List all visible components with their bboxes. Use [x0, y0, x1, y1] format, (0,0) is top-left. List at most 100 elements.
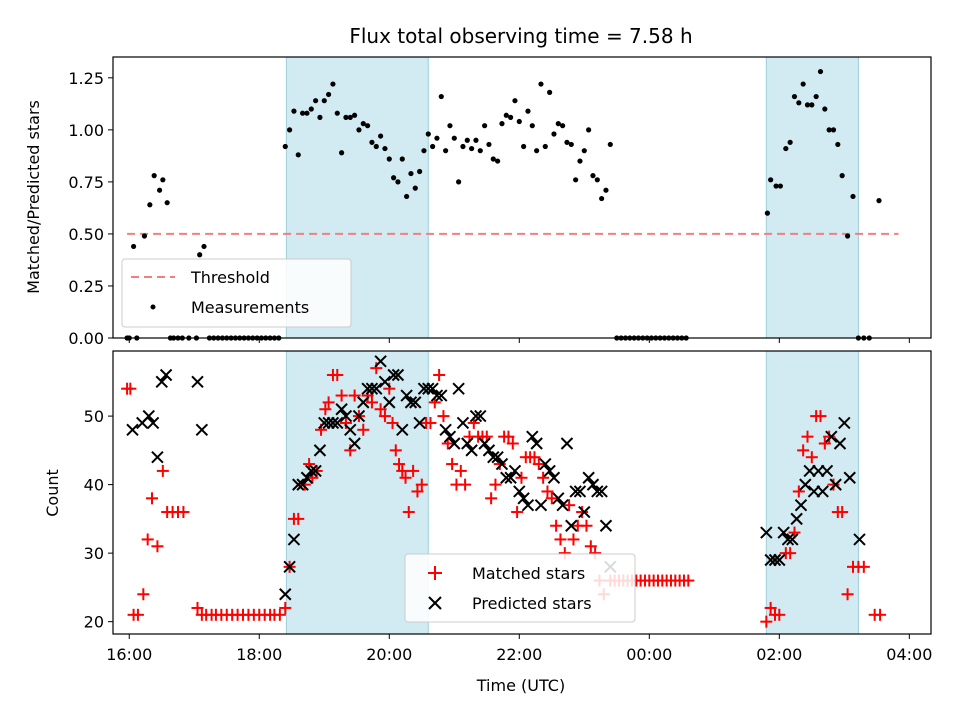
measurement-point — [287, 127, 293, 133]
measurement-point — [850, 193, 856, 200]
bottom-legend: Matched stars Predicted stars — [404, 553, 636, 623]
measurement-point — [521, 143, 527, 150]
y-tick-label: 30 — [84, 544, 104, 563]
predicted-star-point — [530, 437, 543, 450]
predicted-star-point — [348, 437, 361, 450]
bottom-plot-frame — [112, 350, 932, 635]
measurement-point — [590, 173, 596, 179]
matched-star-point — [322, 396, 335, 409]
matched-star-point — [402, 506, 415, 519]
matched-star-point — [489, 478, 502, 491]
measurement-point — [555, 121, 561, 127]
matched-star-point — [511, 506, 524, 519]
measurement-point — [356, 127, 362, 133]
measurement-point — [141, 233, 148, 239]
matched-star-point — [331, 368, 344, 381]
matched-star-point — [454, 464, 467, 477]
matched-star-point — [502, 430, 515, 443]
predicted-star-point — [768, 553, 782, 567]
predicted-star-point — [326, 416, 340, 430]
matched-star-point — [437, 410, 450, 423]
legend-threshold-label: Threshold — [190, 268, 270, 287]
bottom-y-axis-ticks: 20 30 40 50 — [84, 407, 113, 632]
matched-stars-points — [121, 362, 887, 628]
measurement-point — [395, 179, 401, 185]
predicted-star-point — [547, 471, 561, 484]
predicted-star-point — [365, 382, 379, 395]
y-tick-label: 0.25 — [68, 277, 104, 296]
x-tick-label: 02:00 — [756, 645, 802, 664]
measurement-point — [564, 139, 570, 145]
matched-star-point — [554, 533, 567, 546]
measurement-point — [826, 127, 832, 133]
measurement-point — [817, 68, 824, 75]
predicted-star-point — [794, 498, 808, 512]
predicted-star-point — [309, 464, 322, 478]
matched-star-point — [805, 451, 818, 464]
predicted-star-point — [155, 375, 168, 389]
matched-star-point — [841, 588, 854, 601]
measurement-point — [308, 106, 314, 112]
measurement-point — [876, 198, 882, 204]
matched-star-point — [576, 506, 589, 519]
bottom-y-axis-label: Count — [43, 469, 62, 517]
bottom-panel: 20 30 40 50 16:00 18:00 20:00 22:00 00:00 02:00 0… — [43, 350, 932, 695]
measurement-point — [534, 148, 540, 154]
predicted-star-point — [838, 416, 851, 430]
predicted-star-point — [344, 423, 357, 437]
matched-star-point — [131, 608, 144, 621]
legend-matched-label: Matched stars — [472, 564, 585, 583]
measurement-point — [503, 112, 509, 118]
matched-star-point — [389, 444, 402, 457]
matched-star-point — [357, 423, 370, 436]
matched-star-point — [344, 444, 357, 457]
matched-star-point — [545, 492, 558, 505]
x-tick-label: 22:00 — [496, 645, 542, 664]
measurement-point — [560, 123, 566, 129]
predicted-star-point — [552, 492, 565, 505]
matched-star-point — [141, 533, 154, 546]
predicted-star-point — [482, 444, 496, 457]
top-panel: 0.00 0.25 0.50 0.75 1.00 1.25 Matched/Predict… — [24, 56, 932, 348]
matched-star-point — [801, 430, 814, 443]
measurement-point — [425, 131, 431, 137]
measurement-point — [378, 133, 384, 139]
chart-title: Flux total observing time = 7.58 h — [349, 24, 692, 48]
matched-star-point — [177, 506, 190, 519]
matched-star-point — [836, 506, 849, 519]
matched-star-point — [365, 396, 378, 409]
predicted-star-point — [495, 457, 509, 471]
measurement-point — [313, 98, 319, 104]
measurement-point — [599, 195, 605, 202]
y-tick-label: 1.00 — [68, 121, 104, 140]
measurement-point — [809, 102, 815, 108]
predicted-star-point — [287, 533, 301, 546]
measurement-point — [156, 187, 163, 193]
legend-measurements-label: Measurements — [191, 298, 309, 317]
y-tick-label: 0.50 — [68, 225, 104, 244]
predicted-star-point — [391, 368, 405, 382]
measurement-point — [197, 252, 203, 258]
predicted-star-point — [478, 437, 491, 450]
matched-star-point — [386, 416, 399, 429]
measurement-point — [421, 148, 427, 154]
predicted-star-point — [465, 444, 478, 457]
measurement-point — [482, 123, 488, 129]
measurement-point — [399, 156, 405, 162]
predicted-star-point — [430, 389, 444, 402]
measurement-point — [339, 150, 345, 156]
measurement-point — [490, 156, 496, 162]
predicted-star-point — [435, 389, 448, 402]
predicted-star-point — [777, 526, 790, 539]
predicted-star-point — [331, 416, 344, 430]
matched-star-point — [792, 485, 805, 498]
bottom-x-axis-ticks: 16:00 18:00 20:00 22:00 00:00 02:00 04:00 — [106, 634, 932, 664]
top-y-axis-label: Matched/Predicted stars — [24, 100, 43, 294]
measurement-point — [499, 121, 505, 127]
measurement-point — [408, 170, 414, 177]
predicted-star-point — [582, 471, 595, 484]
measurement-point — [495, 158, 501, 164]
predicted-star-point — [292, 478, 305, 491]
predicted-star-point — [357, 396, 370, 409]
measurement-point — [347, 114, 353, 120]
